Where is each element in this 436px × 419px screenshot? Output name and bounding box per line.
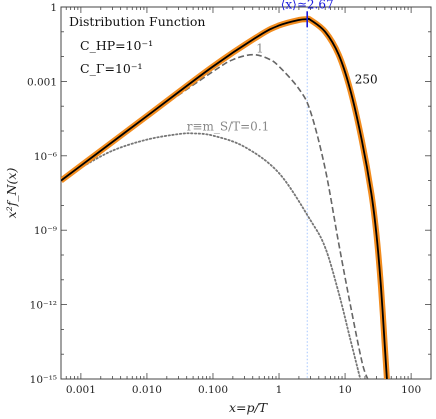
- x-tick-label: 10: [338, 384, 351, 396]
- y-tick-label: 0.001: [27, 76, 57, 88]
- x-tick-label: 0.001: [66, 384, 96, 396]
- curve-label-250: 250: [355, 72, 378, 86]
- y-tick-labels: 1 0.001 10⁻⁶ 10⁻⁹ 10⁻¹² 10⁻¹⁵: [27, 2, 57, 386]
- mean-value-label: ⟨x⟩≃2.67: [281, 0, 334, 11]
- y-tick-label: 1: [50, 2, 57, 14]
- legend-cgamma: C_Γ=10⁻¹: [80, 61, 142, 76]
- x-tick-label: 100: [401, 384, 421, 396]
- plot-area: [60, 6, 432, 380]
- y-tick-label: 10⁻¹⁵: [30, 374, 57, 386]
- axis-ticks: [60, 6, 432, 380]
- annotations: ⟨x⟩≃2.67 1 250 r≡m_S/T=0.1: [187, 0, 378, 133]
- legend-chp: C_HP=10⁻¹: [80, 38, 153, 53]
- plot-frame: [60, 6, 432, 380]
- y-axis-title: x²f_N(x): [4, 168, 19, 219]
- curve-250: [61, 17, 388, 379]
- x-tick-label: 1: [276, 384, 283, 396]
- legend-box: Distribution Function C_HP=10⁻¹ C_Γ=10⁻¹: [69, 14, 205, 76]
- curves: [61, 15, 390, 379]
- y-tick-label: 10⁻¹²: [30, 300, 57, 312]
- y-tick-label: 10⁻⁹: [34, 225, 57, 237]
- curve-label-r: r≡m_S/T=0.1: [187, 119, 270, 133]
- y-tick-label: 10⁻⁶: [34, 151, 57, 163]
- curve-1: [61, 53, 369, 379]
- curve-label-1: 1: [256, 42, 264, 56]
- x-tick-label: 0.100: [198, 384, 228, 396]
- x-axis-title: x=p/T: [229, 400, 269, 415]
- curve-0-1: [61, 132, 362, 379]
- legend-title: Distribution Function: [69, 14, 205, 29]
- x-tick-label: 0.010: [132, 384, 162, 396]
- x-tick-labels: 0.001 0.010 0.100 1 10 100: [66, 384, 421, 396]
